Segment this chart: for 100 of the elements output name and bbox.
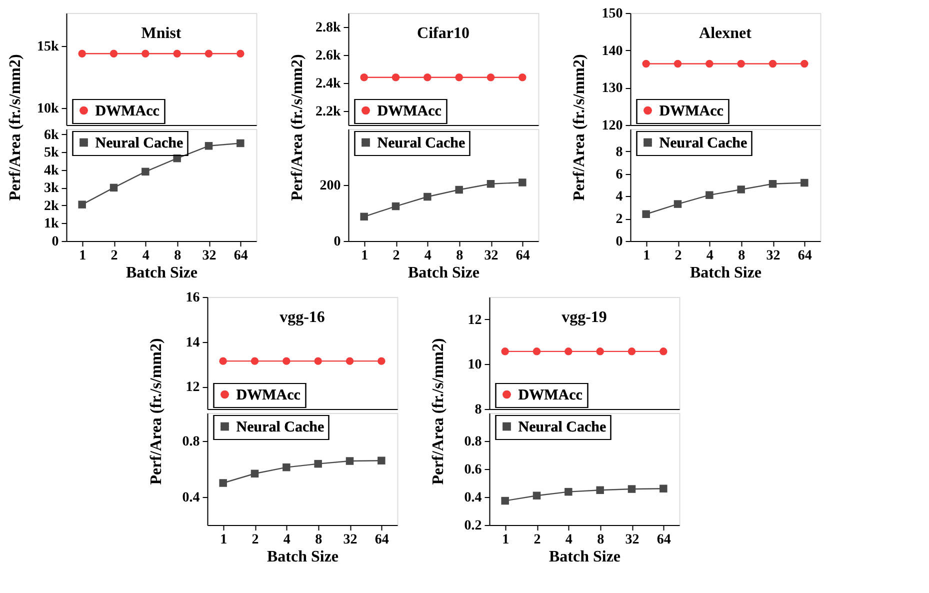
y-tick-label: 5k <box>44 146 59 161</box>
y-tick-label: 8 <box>616 144 623 160</box>
point <box>628 485 636 493</box>
point <box>378 456 386 464</box>
x-tick-label: 1 <box>643 248 650 264</box>
x-tick-label: 32 <box>484 248 498 264</box>
x-axis-title: Batch Size <box>690 264 762 282</box>
y-axis-title: Perf/Area (fr./s/mm2) <box>6 54 24 201</box>
x-tick-label: 64 <box>234 248 248 264</box>
legend-label: DWMAcc <box>659 104 724 120</box>
point <box>142 168 150 176</box>
point <box>486 180 495 188</box>
x-tick-label: 1 <box>220 532 228 548</box>
y-tick-label: 0.8 <box>182 434 200 450</box>
point <box>360 212 368 221</box>
point <box>564 488 572 496</box>
x-tick-label: 1 <box>502 532 510 548</box>
y-tick-label: 15k <box>36 40 59 55</box>
point <box>250 470 259 478</box>
y-tick-label: 0.8 <box>464 434 482 450</box>
y-tick-label: 3k <box>44 181 59 196</box>
point <box>78 200 86 208</box>
point <box>518 178 526 186</box>
x-tick-label: 4 <box>142 248 150 264</box>
point <box>282 463 290 472</box>
x-tick-label: 32 <box>766 248 780 264</box>
x-axis-title: Batch Size <box>548 548 621 566</box>
point <box>737 186 745 194</box>
point <box>706 191 714 199</box>
point <box>768 180 777 188</box>
x-tick-label: 2 <box>674 248 682 264</box>
y-tick-label: 2k <box>44 198 59 214</box>
point <box>346 457 354 465</box>
x-tick-label: 32 <box>343 532 358 548</box>
point <box>532 492 541 500</box>
x-tick-label: 4 <box>706 248 714 264</box>
text: vgg-19 <box>562 309 607 326</box>
legend-label: Neural Cache <box>659 136 748 152</box>
point <box>424 192 432 201</box>
x-tick-label: 64 <box>374 532 389 548</box>
y-tick-label: 2.8k <box>315 20 341 36</box>
x-tick-label: 2 <box>110 248 118 264</box>
legend-label: DWMAcc <box>518 388 583 404</box>
point <box>110 184 118 192</box>
y-tick-label: 0.4 <box>464 490 482 506</box>
point <box>455 186 463 194</box>
legend-label: DWMAcc <box>95 104 160 120</box>
point <box>219 479 227 487</box>
text: Mnist <box>141 25 182 42</box>
legend-label: DWMAcc <box>236 388 301 404</box>
point <box>642 210 650 218</box>
point <box>204 142 213 150</box>
point <box>674 200 682 208</box>
y-tick-label: 200 <box>320 178 341 194</box>
y-tick-label: 0 <box>616 234 623 250</box>
point <box>660 484 668 492</box>
y-tick-label: 12 <box>468 312 482 328</box>
x-tick-label: 1 <box>79 248 86 264</box>
point <box>800 178 808 187</box>
y-tick-label: 2.6k <box>315 48 341 64</box>
y-tick-label: 2 <box>616 212 623 228</box>
y-tick-label: 0 <box>52 234 59 250</box>
y-tick-label: 4 <box>616 190 623 205</box>
y-tick-label: 16 <box>186 290 200 306</box>
x-tick-label: 32 <box>202 248 216 264</box>
x-axis-title: Batch Size <box>408 264 480 282</box>
text: Cifar10 <box>417 25 470 42</box>
y-axis-title: Perf/Area (fr./s/mm2) <box>570 54 588 201</box>
y-tick-label: 2.2k <box>315 104 341 120</box>
point <box>314 460 322 468</box>
y-tick-label: 0 <box>334 234 341 250</box>
y-tick-label: 6k <box>44 128 59 143</box>
y-axis-title: Perf/Area (fr./s/mm2) <box>430 338 447 485</box>
y-tick-label: 120 <box>602 118 623 134</box>
legend-label: Neural Cache <box>377 136 466 152</box>
x-tick-label: 64 <box>656 532 671 548</box>
y-tick-label: 2.4k <box>315 76 341 92</box>
x-tick-label: 2 <box>534 532 541 548</box>
y-tick-label: 0.4 <box>182 490 200 506</box>
x-axis-title: Batch Size <box>266 548 339 566</box>
x-tick-label: 4 <box>565 532 572 548</box>
x-tick-label: 2 <box>252 532 259 548</box>
x-tick-label: 64 <box>798 248 812 264</box>
x-tick-label: 2 <box>392 248 400 264</box>
legend-label: DWMAcc <box>377 104 442 120</box>
legend-label: Neural Cache <box>95 136 184 152</box>
y-tick-label: 140 <box>602 44 623 59</box>
y-tick-label: 130 <box>602 81 623 96</box>
x-tick-label: 8 <box>738 248 746 264</box>
point <box>501 496 509 505</box>
point <box>236 139 244 148</box>
point <box>596 486 604 494</box>
y-tick-label: 10k <box>36 101 59 116</box>
y-tick-label: 10 <box>468 358 482 373</box>
y-tick-label: 4k <box>44 163 59 178</box>
y-tick-label: 12 <box>186 380 200 396</box>
y-tick-label: 0.6 <box>464 462 482 478</box>
y-tick-label: 1k <box>44 216 59 232</box>
y-tick-label: 150 <box>602 6 623 22</box>
y-tick-label: 6 <box>616 167 623 182</box>
